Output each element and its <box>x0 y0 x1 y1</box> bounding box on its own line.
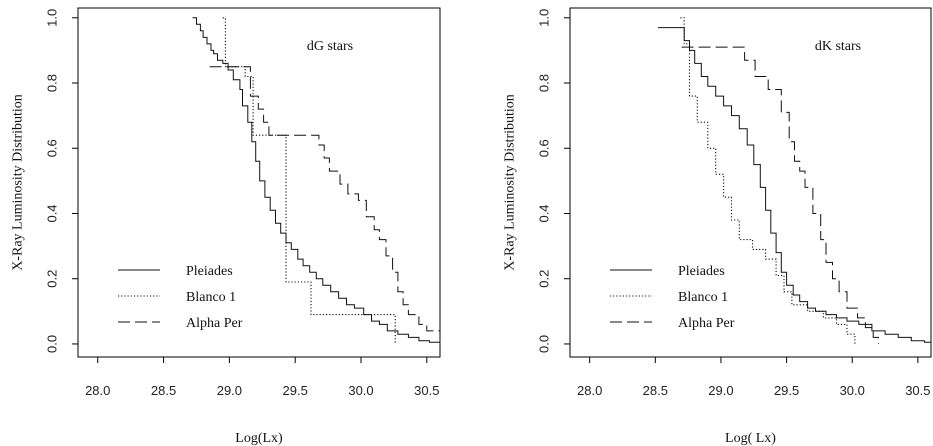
x-axis: 28.0 28.5 29.0 29.5 30.0 30.5 <box>577 357 931 398</box>
legend: Pleiades Blanco 1 Alpha Per <box>610 264 735 331</box>
x-tick-label: 30.0 <box>348 383 373 398</box>
y-tick-label: 0.0 <box>537 335 552 353</box>
x-tick-label: 28.0 <box>577 383 602 398</box>
y-tick-label: 0.2 <box>537 270 552 288</box>
x-tick-label: 28.5 <box>643 383 668 398</box>
series-pleiades-line <box>192 17 441 344</box>
x-tick-label: 28.5 <box>151 383 176 398</box>
x-tick-label: 28.0 <box>85 383 110 398</box>
y-axis: 0.0 0.2 0.4 0.6 0.8 1.0 <box>537 9 570 353</box>
y-axis-label: X-Ray Luminosity Distribution <box>11 94 26 271</box>
x-axis: 28.0 28.5 29.0 29.5 30.0 30.5 <box>85 357 439 398</box>
plot-frame <box>569 7 932 358</box>
panel-annotation: dG stars <box>307 39 353 54</box>
y-tick-label: 0.0 <box>45 335 60 353</box>
legend-entry-label: Pleiades <box>678 264 725 279</box>
panel-dg: 28.0 28.5 29.0 29.5 30.0 30.5 0.0 0.2 0.4 0.6 0.8… <box>11 7 441 446</box>
legend: Pleiades Blanco 1 Alpha Per <box>118 264 243 331</box>
y-tick-label: 0.6 <box>45 139 60 157</box>
x-tick-label: 29.0 <box>708 383 733 398</box>
x-tick-label: 29.5 <box>774 383 799 398</box>
plot-frame <box>77 7 441 358</box>
x-tick-label: 30.5 <box>414 383 439 398</box>
legend-entry-label: Pleiades <box>186 264 233 279</box>
y-tick-label: 1.0 <box>537 9 552 27</box>
y-axis-label: X-Ray Luminosity Distribution <box>503 94 518 271</box>
y-tick-label: 0.4 <box>45 204 60 222</box>
x-axis-label: Log(Lx) <box>235 431 283 446</box>
legend-entry-label: Blanco 1 <box>678 290 728 305</box>
x-axis-label: Log( Lx) <box>725 431 776 446</box>
x-tick-label: 30.5 <box>905 383 930 398</box>
x-tick-label: 29.5 <box>283 383 308 398</box>
y-tick-label: 0.6 <box>537 139 552 157</box>
x-tick-label: 30.0 <box>840 383 865 398</box>
series-alpha-per-line <box>681 46 879 344</box>
legend-entry-label: Blanco 1 <box>186 290 236 305</box>
series-alpha-per-line <box>209 66 440 332</box>
y-tick-label: 0.4 <box>537 204 552 222</box>
y-tick-label: 0.2 <box>45 270 60 288</box>
panel-dk: 28.0 28.5 29.0 29.5 30.0 30.5 0.0 0.2 0.4 0.6 0.8… <box>503 7 932 446</box>
y-tick-label: 0.8 <box>45 74 60 92</box>
legend-entry-label: Alpha Per <box>678 316 735 331</box>
y-tick-label: 1.0 <box>45 9 60 27</box>
series-group <box>658 17 932 344</box>
y-tick-label: 0.8 <box>537 74 552 92</box>
legend-entry-label: Alpha Per <box>186 316 243 331</box>
panel-annotation: dK stars <box>815 39 861 54</box>
y-axis: 0.0 0.2 0.4 0.6 0.8 1.0 <box>45 9 78 353</box>
x-tick-label: 29.0 <box>217 383 242 398</box>
series-group <box>192 17 441 344</box>
